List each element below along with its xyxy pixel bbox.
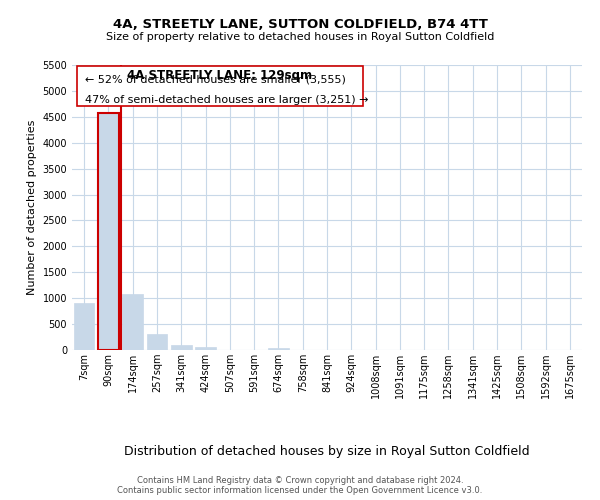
Text: ← 52% of detached houses are smaller (3,555): ← 52% of detached houses are smaller (3,… xyxy=(85,75,346,85)
Bar xyxy=(74,304,94,350)
Bar xyxy=(146,334,167,350)
Text: Size of property relative to detached houses in Royal Sutton Coldfield: Size of property relative to detached ho… xyxy=(106,32,494,42)
Text: Contains HM Land Registry data © Crown copyright and database right 2024.
Contai: Contains HM Land Registry data © Crown c… xyxy=(118,476,482,495)
Text: Distribution of detached houses by size in Royal Sutton Coldfield: Distribution of detached houses by size … xyxy=(124,444,530,458)
Text: 47% of semi-detached houses are larger (3,251) →: 47% of semi-detached houses are larger (… xyxy=(85,95,368,105)
Bar xyxy=(268,348,289,350)
Text: 4A STREETLY LANE: 129sqm: 4A STREETLY LANE: 129sqm xyxy=(127,70,313,82)
Bar xyxy=(122,294,143,350)
Y-axis label: Number of detached properties: Number of detached properties xyxy=(27,120,37,295)
Bar xyxy=(195,347,216,350)
Bar xyxy=(171,345,191,350)
FancyBboxPatch shape xyxy=(77,66,362,106)
Bar xyxy=(98,112,119,350)
Text: 4A, STREETLY LANE, SUTTON COLDFIELD, B74 4TT: 4A, STREETLY LANE, SUTTON COLDFIELD, B74… xyxy=(113,18,487,30)
